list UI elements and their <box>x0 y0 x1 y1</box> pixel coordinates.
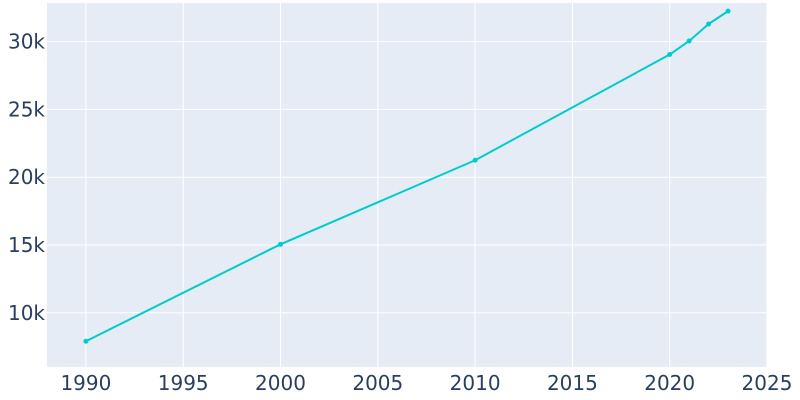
y-tick-label: 20k <box>8 165 45 189</box>
data-point <box>278 241 284 247</box>
x-tick-label: 1995 <box>158 371 209 395</box>
x-tick-label: 2015 <box>547 371 598 395</box>
y-tick-label: 30k <box>8 30 45 54</box>
y-tick-label: 10k <box>8 301 45 325</box>
y-tick-label: 25k <box>8 97 45 121</box>
data-point <box>706 21 712 27</box>
x-tick-label: 2010 <box>450 371 501 395</box>
data-point <box>686 38 692 44</box>
y-gridlines <box>47 41 767 314</box>
data-point <box>667 52 673 58</box>
x-gridlines <box>85 3 768 367</box>
series-layer <box>83 8 731 344</box>
data-point <box>725 8 731 14</box>
data-point <box>472 157 478 163</box>
data-point <box>83 338 89 344</box>
plot-area-background <box>47 3 767 367</box>
x-tick-label: 2020 <box>644 371 695 395</box>
x-axis: 1990 1995 2000 2005 2010 2015 2020 2025 <box>60 371 792 395</box>
y-axis: 10k 15k 20k 25k 30k <box>8 30 45 325</box>
x-tick-label: 2005 <box>352 371 403 395</box>
x-tick-label: 1990 <box>60 371 111 395</box>
x-tick-label: 2000 <box>255 371 306 395</box>
x-tick-label: 2025 <box>742 371 793 395</box>
y-tick-label: 15k <box>8 233 45 257</box>
